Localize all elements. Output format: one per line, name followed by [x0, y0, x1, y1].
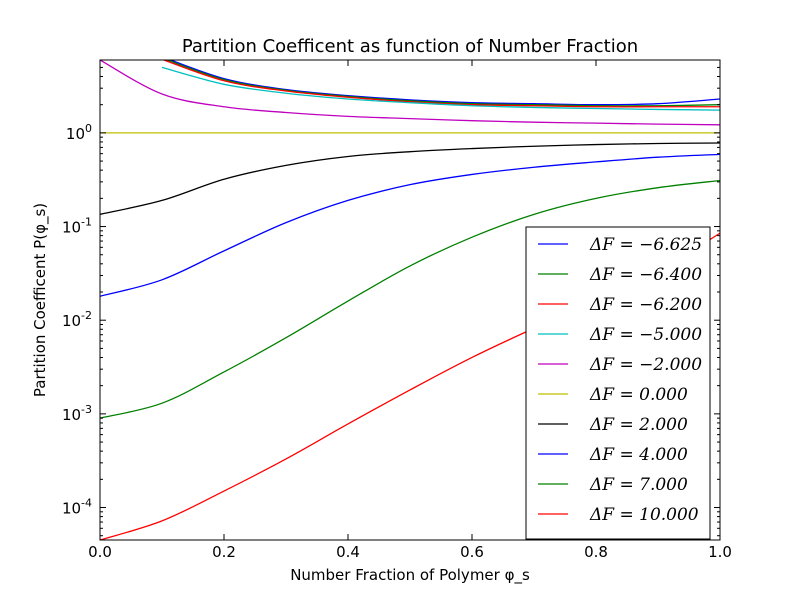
series-line-7 — [100, 153, 720, 297]
chart-title: Partition Coefficent as function of Numb… — [182, 36, 638, 57]
legend-entry-4: ΔF = −2.000 — [589, 355, 702, 375]
x-tick-label: 1.0 — [708, 543, 732, 561]
series-line-1 — [165, 60, 720, 107]
series-line-6 — [100, 142, 720, 215]
y-tick-label: 10-3 — [62, 403, 92, 424]
x-tick-label: 0.8 — [584, 543, 608, 561]
series-line-2 — [161, 60, 720, 108]
x-axis-label: Number Fraction of Polymer φ_s — [290, 566, 530, 585]
y-tick-label: 100 — [66, 122, 92, 143]
legend-entry-5: ΔF = 0.000 — [589, 385, 688, 405]
x-tick-label: 0.0 — [88, 543, 112, 561]
legend-entry-2: ΔF = −6.200 — [589, 295, 702, 315]
legend-entry-1: ΔF = −6.400 — [589, 265, 702, 285]
y-tick-label: 10-2 — [62, 309, 92, 330]
x-tick-label: 0.6 — [460, 543, 484, 561]
axes-frame — [99, 59, 721, 541]
y-tick-label: 10-4 — [62, 497, 92, 518]
legend-entry-6: ΔF = 2.000 — [589, 415, 688, 435]
legend-entry-0: ΔF = −6.625 — [589, 235, 702, 255]
x-tick-label: 0.2 — [212, 543, 236, 561]
legend-entry-9: ΔF = 10.000 — [589, 505, 699, 525]
x-tick-label: 0.4 — [336, 543, 360, 561]
legend-entry-7: ΔF = 4.000 — [589, 445, 688, 465]
y-axis-label: Partition Coefficent P(φ_s) — [31, 203, 50, 397]
series-line-3 — [161, 66, 720, 111]
series-line-8 — [100, 179, 720, 419]
series-line-4 — [100, 60, 720, 126]
legend-entry-8: ΔF = 7.000 — [589, 475, 688, 495]
series-line-0 — [168, 60, 720, 106]
y-tick-label: 10-1 — [62, 216, 92, 237]
legend-box — [525, 226, 711, 540]
legend-entry-3: ΔF = −5.000 — [589, 325, 702, 345]
legend: ΔF = −6.625 ΔF = −6.400 ΔF = −6.200 ΔF = −5… — [525, 226, 711, 540]
